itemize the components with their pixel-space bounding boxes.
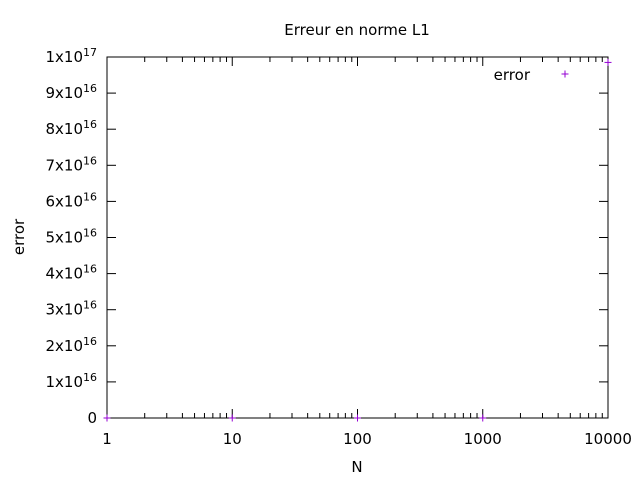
x-tick-label: 10 xyxy=(223,430,242,448)
data-point xyxy=(354,414,361,422)
x-tick-label: 10000 xyxy=(584,430,632,448)
tick-marks xyxy=(106,56,609,419)
data-point xyxy=(103,414,111,422)
y-tick-label: 3x1016 xyxy=(45,299,97,319)
x-tick-label: 1000 xyxy=(464,430,502,448)
y-tick-label: 4x1016 xyxy=(45,263,97,283)
legend-plus xyxy=(561,70,569,78)
x-tick-labels: 1 10 100 1000 10000 xyxy=(102,430,632,448)
x-tick-label: 100 xyxy=(343,430,372,448)
y-tick-label: 2x1016 xyxy=(45,335,97,355)
y-tick-label: 7x1016 xyxy=(45,154,97,174)
legend-marker-error xyxy=(561,70,569,78)
y-tick-label: 8x1016 xyxy=(45,118,97,138)
legend: error xyxy=(494,66,569,84)
x-tick-label: 1 xyxy=(102,430,112,448)
data-points xyxy=(103,58,612,422)
data-point xyxy=(228,414,236,422)
y-tick-label: 5x1016 xyxy=(45,227,97,247)
y-axis-title: error xyxy=(10,218,28,255)
y-tick-label: 1x1017 xyxy=(45,46,97,66)
axes xyxy=(106,56,609,419)
legend-label-error: error xyxy=(494,66,531,84)
y-tick-label: 0 xyxy=(87,409,97,427)
y-tick-label: 9x1016 xyxy=(45,82,97,102)
plot-frame xyxy=(106,56,609,419)
x-axis-title: N xyxy=(351,458,362,476)
y-tick-labels: 0 1x1016 2x1016 3x1016 4x1016 5x1016 6x1016 7x1… xyxy=(45,46,97,427)
chart-title: Erreur en norme L1 xyxy=(284,21,430,39)
y-tick-label: 6x1016 xyxy=(45,190,97,210)
data-point xyxy=(604,58,612,66)
y-tick-label: 1x1016 xyxy=(45,371,97,391)
data-point xyxy=(479,414,487,422)
